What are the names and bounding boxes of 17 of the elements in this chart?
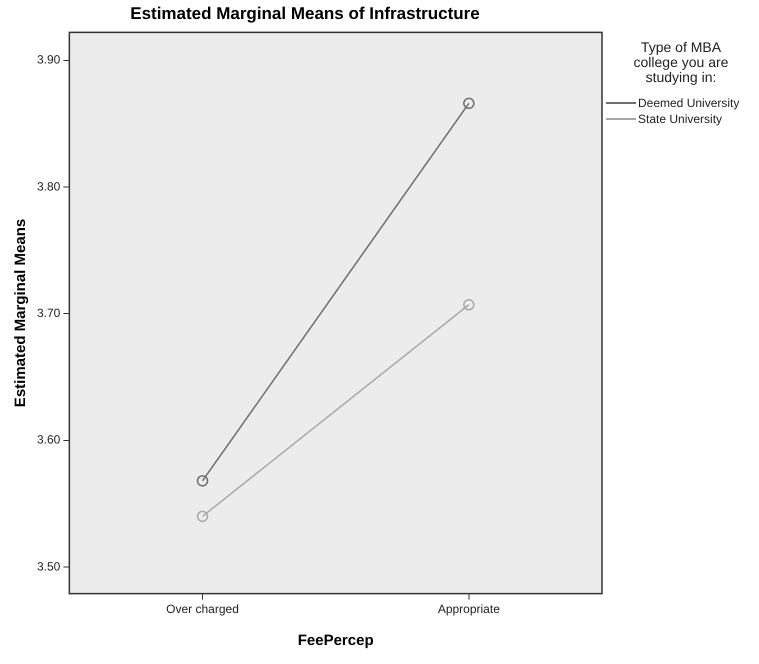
legend-label: State University — [638, 112, 722, 126]
legend-label: Deemed University — [638, 96, 740, 110]
x-tick-label: Appropriate — [438, 602, 500, 616]
y-tick-label: 3.80 — [36, 179, 61, 194]
y-tick-label: 3.90 — [36, 52, 61, 67]
point — [196, 475, 208, 487]
y-tick-label: 3.60 — [36, 432, 61, 447]
x-tick-label: Over charged — [166, 602, 239, 616]
x-axis-title: FeePercep — [298, 632, 374, 650]
point — [196, 510, 208, 522]
chart-title: Estimated Marginal Means of Infrastructure — [130, 4, 480, 23]
legend-title: Type of MBA college you are studying in: — [632, 39, 730, 85]
point — [463, 98, 475, 110]
y-axis-title: Estimated Marginal Means — [12, 218, 30, 408]
y-tick-label: 3.70 — [36, 306, 61, 320]
point — [463, 299, 475, 311]
y-tick-label: 3.50 — [36, 559, 61, 574]
